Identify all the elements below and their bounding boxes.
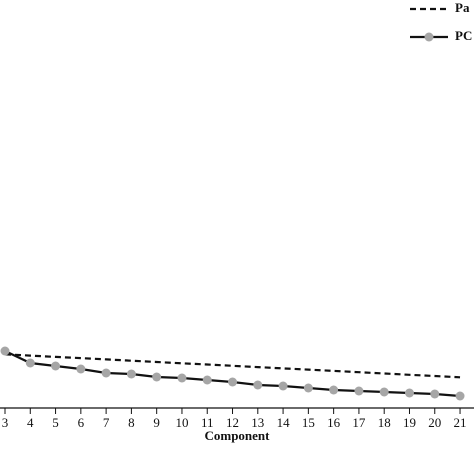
x-tick-label: 8 <box>128 415 135 430</box>
point <box>51 361 61 371</box>
point <box>379 387 389 397</box>
point <box>101 368 111 378</box>
x-tick-label: 5 <box>52 415 59 430</box>
x-tick-label: 11 <box>201 415 214 430</box>
point <box>202 375 212 385</box>
point <box>152 372 162 382</box>
point <box>303 383 313 393</box>
x-tick-label: 15 <box>302 415 315 430</box>
point <box>253 380 263 390</box>
legend-label: Pa <box>455 0 470 15</box>
point <box>329 385 339 395</box>
x-tick-label: 10 <box>175 415 188 430</box>
point <box>354 386 364 396</box>
x-tick-label: 21 <box>454 415 467 430</box>
point <box>126 369 136 379</box>
point <box>430 389 440 399</box>
x-tick-label: 3 <box>2 415 9 430</box>
x-tick-label: 14 <box>277 415 291 430</box>
x-tick-label: 4 <box>27 415 34 430</box>
x-tick-label: 7 <box>103 415 110 430</box>
series-line <box>4 353 461 379</box>
legend-label: PC <box>455 28 472 43</box>
point <box>455 391 465 401</box>
x-tick-label: 19 <box>403 415 416 430</box>
series-line <box>4 350 461 398</box>
x-tick-label: 20 <box>428 415 441 430</box>
x-tick-label: 9 <box>153 415 160 430</box>
legend-marker <box>424 32 434 42</box>
point <box>278 381 288 391</box>
x-tick-label: 13 <box>251 415 264 430</box>
x-axis-label: Component <box>204 428 270 443</box>
point <box>404 388 414 398</box>
x-tick-label: 6 <box>78 415 85 430</box>
point <box>177 373 187 383</box>
x-tick-label: 18 <box>378 415 391 430</box>
point <box>228 377 238 387</box>
x-tick-label: 12 <box>226 415 239 430</box>
point <box>25 358 35 368</box>
point <box>0 346 10 356</box>
x-tick-label: 17 <box>352 415 366 430</box>
point <box>76 364 86 374</box>
x-tick-label: 16 <box>327 415 341 430</box>
